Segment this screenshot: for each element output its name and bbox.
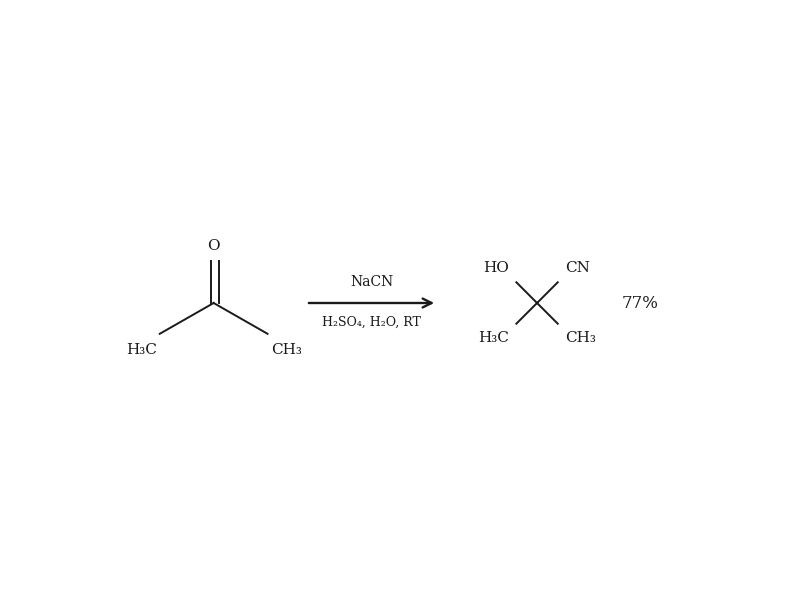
Text: CH₃: CH₃ [270, 343, 302, 357]
Text: O: O [207, 239, 220, 253]
Text: CH₃: CH₃ [566, 331, 596, 346]
Text: 77%: 77% [622, 295, 658, 311]
Text: HO: HO [482, 260, 509, 275]
Text: NaCN: NaCN [350, 275, 393, 289]
Text: H₃C: H₃C [478, 331, 509, 346]
Text: H₃C: H₃C [126, 343, 157, 357]
Text: H₂SO₄, H₂O, RT: H₂SO₄, H₂O, RT [322, 316, 421, 328]
Text: CN: CN [566, 260, 590, 275]
